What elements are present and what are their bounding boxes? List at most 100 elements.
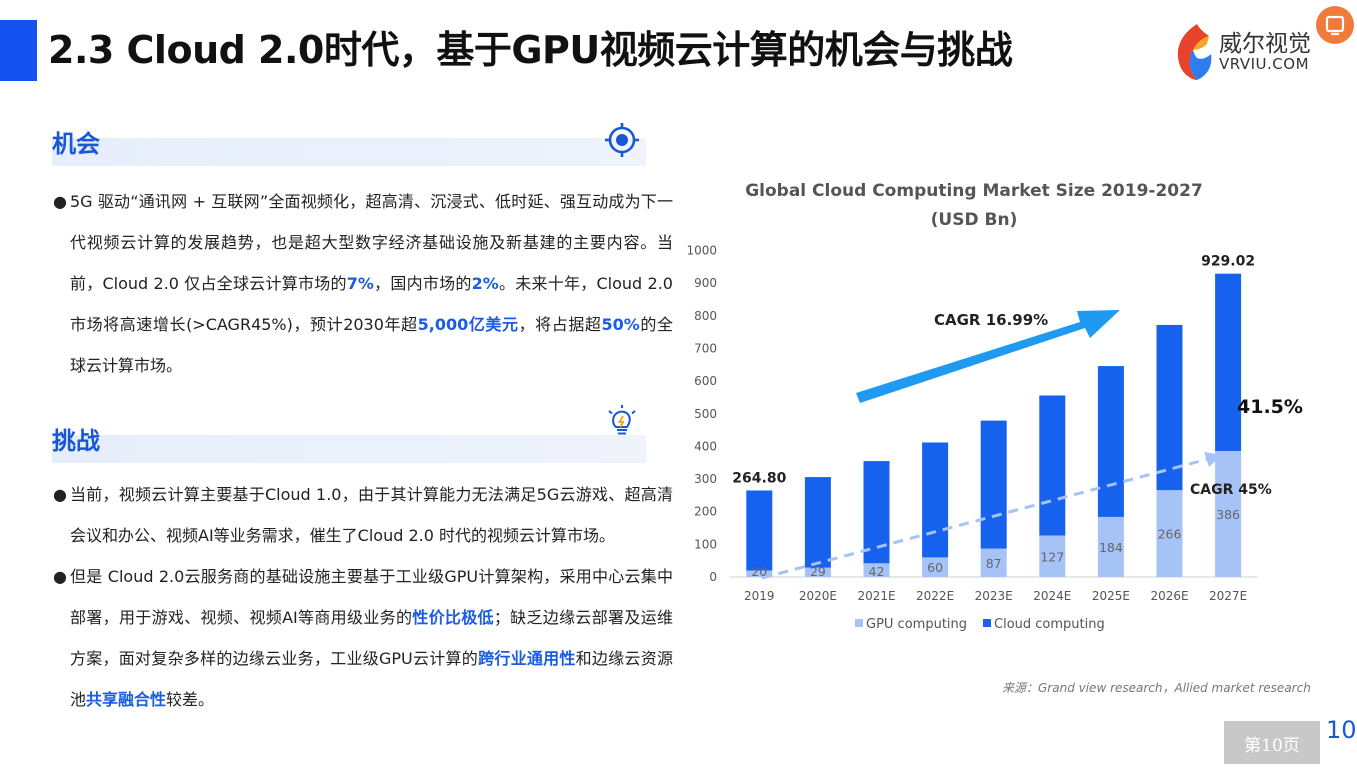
- page-label: 第10页: [1244, 736, 1300, 756]
- cloud-bar: [980, 420, 1007, 549]
- cagr-arrow: [856, 310, 1120, 403]
- legend-swatch-gpu: [855, 619, 863, 627]
- opportunity-text-highlight: 50%: [601, 315, 640, 334]
- gpu-value-label: 127: [1040, 549, 1064, 564]
- gpu-value-label: 29: [810, 564, 826, 579]
- x-tick-label: 2025E: [1092, 589, 1130, 603]
- opportunity-text-segment: ，将占据超: [518, 315, 602, 334]
- legend-label-gpu: GPU computing: [866, 617, 967, 632]
- challenge-text-highlight: 共享融合性: [86, 690, 167, 709]
- y-tick-label: 1000: [686, 244, 717, 258]
- cloud-bar: [804, 477, 831, 568]
- challenge-text-segment: 和边缘云资源池: [70, 649, 673, 709]
- gpu-bar: [922, 557, 949, 577]
- gpu-bar: [1156, 490, 1183, 577]
- x-tick-label: 2026E: [1150, 589, 1188, 603]
- gpu-value-label: 87: [986, 556, 1002, 571]
- chart-title-line1: Global Cloud Computing Market Size 2019-…: [745, 181, 1203, 201]
- x-tick-label: 2022E: [916, 589, 954, 603]
- gpu-trend-arrowhead: [1204, 452, 1222, 467]
- cloud-bar: [1039, 395, 1066, 536]
- x-tick-label: 2023E: [975, 589, 1013, 603]
- legend-label-cloud: Cloud computing: [994, 617, 1105, 632]
- x-tick-label: 2020E: [799, 589, 837, 603]
- gpu-value-label: 42: [869, 564, 885, 579]
- cagr-gpu-label: CAGR 45%: [1190, 482, 1272, 498]
- challenge-bullet-1: ● 当前，视频云计算主要基于Cloud 1.0，由于其计算能力无法满足5G云游戏…: [53, 474, 673, 556]
- challenge-heading: 挑战: [52, 427, 100, 455]
- y-tick-label: 600: [694, 374, 717, 388]
- cloud-bar: [922, 442, 949, 558]
- y-tick-label: 200: [694, 505, 717, 519]
- company-logo: 威尔视觉 VRVIU.COM: [1165, 20, 1355, 82]
- y-tick-label: 700: [694, 341, 717, 355]
- source-note: 来源：Grand view research，Allied market res…: [1002, 681, 1311, 695]
- gpu-bar: [980, 548, 1007, 577]
- page-indicator: 第10页: [1224, 721, 1320, 764]
- opportunity-text-segment: 的全球云计算市场。: [70, 315, 673, 375]
- x-tick-label: 2021E: [857, 589, 895, 603]
- gpu-value-label: 184: [1099, 540, 1123, 555]
- y-tick-label: 400: [694, 439, 717, 453]
- opportunity-text-segment: 5G 驱动“通讯网 + 互联网”全面视频化，超高清、沉浸式、低时延、强互动成为下…: [70, 192, 673, 293]
- target-icon: [605, 123, 639, 157]
- share-icon[interactable]: [1316, 6, 1354, 44]
- y-tick-label: 300: [694, 472, 717, 486]
- gpu-bar: [804, 567, 831, 577]
- opportunity-text: 5G 驱动“通讯网 + 互联网”全面视频化，超高清、沉浸式、低时延、强互动成为下…: [53, 181, 673, 386]
- gpu-bar: [863, 563, 890, 577]
- cloud-bar: [746, 490, 773, 571]
- challenge-text-highlight: 性价比极低: [412, 608, 494, 627]
- gpu-bar: [1097, 516, 1124, 577]
- gpu-value-label: 386: [1216, 507, 1240, 522]
- page-number: 10: [1326, 716, 1357, 744]
- opportunity-header: 机会: [52, 123, 646, 166]
- cloud-bar: [863, 461, 890, 564]
- opportunity-text-segment: ，国内市场的: [373, 274, 472, 293]
- gpu-trend-line: [761, 457, 1209, 580]
- cloud-bar: [1097, 366, 1124, 517]
- challenge-bullet-2: ● 但是 Cloud 2.0云服务商的基础设施主要基于工业级GPU计算架构，采用…: [53, 556, 673, 720]
- opportunity-text-highlight: 7%: [346, 274, 374, 293]
- opportunity-text-highlight: 2%: [471, 274, 499, 293]
- page-title: 2.3 Cloud 2.0时代，基于GPU视频云计算的机会与挑战: [48, 28, 1013, 72]
- opportunity-text-segment: 。未来十年，Cloud 2.0 市场将高速增长(>CAGR45%)，预计2030…: [70, 274, 673, 334]
- challenge-text-segment: ；缺乏边缘云部署及运维方案，面对复杂多样的边缘云业务，工业级GPU云计算的: [70, 608, 673, 668]
- y-tick-label: 500: [694, 407, 717, 421]
- gpu-value-label: 20: [751, 564, 767, 579]
- challenge-text-segment: 较差。: [166, 690, 215, 709]
- challenge-text-segment: 当前，视频云计算主要基于Cloud 1.0，由于其计算能力无法满足5G云游戏、超…: [70, 485, 673, 545]
- gpu-bar: [1039, 535, 1066, 577]
- challenge-text: 当前，视频云计算主要基于Cloud 1.0，由于其计算能力无法满足5G云游戏、超…: [53, 474, 673, 556]
- cloud-bar: [1215, 273, 1242, 451]
- challenge-text-segment: 但是 Cloud 2.0云服务商的基础设施主要基于工业级GPU计算架构，采用中心…: [70, 567, 673, 627]
- challenge-header: 挑战: [52, 405, 646, 463]
- cloud-bar: [1156, 324, 1183, 491]
- y-tick-label: 0: [709, 570, 717, 584]
- logo-chinese-name: 威尔视觉: [1219, 31, 1311, 57]
- lightbulb-icon: [608, 405, 636, 435]
- x-tick-label: 2027E: [1209, 589, 1247, 603]
- logo-domain: VRVIU.COM: [1219, 55, 1310, 73]
- total-value-label: 264.80: [732, 471, 786, 487]
- y-tick-label: 800: [694, 309, 717, 323]
- x-tick-label: 2024E: [1033, 589, 1071, 603]
- logo-flame-icon: [1177, 24, 1212, 80]
- gpu-value-label: 266: [1158, 527, 1182, 542]
- challenge-text-highlight: 跨行业通用性: [478, 649, 576, 668]
- title-accent-bar: [0, 20, 37, 81]
- y-tick-label: 900: [694, 276, 717, 290]
- opportunity-text-highlight: 5,000亿美元: [417, 315, 519, 334]
- chart-title-line2: (USD Bn): [930, 210, 1018, 230]
- gpu-bar: [1215, 450, 1242, 577]
- gpu-value-label: 60: [927, 560, 943, 575]
- gpu-bar: [746, 570, 773, 577]
- x-tick-label: 2019: [744, 589, 775, 603]
- cagr-total-label: CAGR 16.99%: [934, 311, 1048, 329]
- opportunity-paragraph: ● 5G 驱动“通讯网 + 互联网”全面视频化，超高清、沉浸式、低时延、强互动成…: [53, 181, 673, 386]
- total-value-label: 929.02: [1201, 254, 1255, 270]
- opportunity-heading: 机会: [52, 130, 100, 158]
- y-tick-label: 100: [694, 537, 717, 551]
- gpu-share-label: 41.5%: [1237, 396, 1303, 418]
